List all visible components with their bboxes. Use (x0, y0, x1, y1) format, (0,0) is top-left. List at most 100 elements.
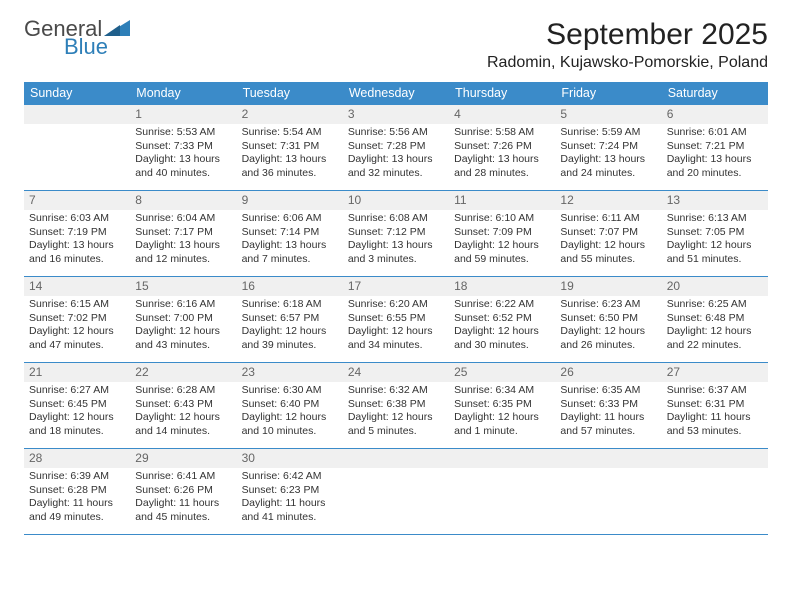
daylight-line: Daylight: 12 hours and 18 minutes. (29, 411, 125, 438)
day-number-bar (555, 449, 661, 468)
calendar-cell: 7Sunrise: 6:03 AMSunset: 7:19 PMDaylight… (24, 191, 130, 277)
sunset-line: Sunset: 6:35 PM (454, 398, 550, 411)
calendar-cell: 3Sunrise: 5:56 AMSunset: 7:28 PMDaylight… (343, 105, 449, 191)
daylight-line: Daylight: 13 hours and 36 minutes. (242, 153, 338, 180)
cell-body: Sunrise: 6:37 AMSunset: 6:31 PMDaylight:… (662, 382, 768, 442)
cell-body: Sunrise: 6:32 AMSunset: 6:38 PMDaylight:… (343, 382, 449, 442)
daylight-line: Daylight: 12 hours and 22 minutes. (667, 325, 763, 352)
day-number: 13 (662, 191, 768, 210)
daylight-line: Daylight: 12 hours and 43 minutes. (135, 325, 231, 352)
weekday-header: Monday (130, 82, 236, 105)
daylight-line: Daylight: 12 hours and 1 minute. (454, 411, 550, 438)
day-number: 22 (130, 363, 236, 382)
brand-line2: Blue (64, 36, 130, 58)
cell-body: Sunrise: 6:35 AMSunset: 6:33 PMDaylight:… (555, 382, 661, 442)
sunset-line: Sunset: 6:55 PM (348, 312, 444, 325)
sunrise-line: Sunrise: 5:53 AM (135, 126, 231, 139)
day-number: 11 (449, 191, 555, 210)
calendar-cell: 30Sunrise: 6:42 AMSunset: 6:23 PMDayligh… (237, 449, 343, 535)
daylight-line: Daylight: 13 hours and 16 minutes. (29, 239, 125, 266)
calendar-cell (449, 449, 555, 535)
daylight-line: Daylight: 12 hours and 55 minutes. (560, 239, 656, 266)
daylight-line: Daylight: 13 hours and 28 minutes. (454, 153, 550, 180)
sunrise-line: Sunrise: 6:37 AM (667, 384, 763, 397)
daylight-line: Daylight: 13 hours and 20 minutes. (667, 153, 763, 180)
cell-body: Sunrise: 6:03 AMSunset: 7:19 PMDaylight:… (24, 210, 130, 270)
calendar-cell (343, 449, 449, 535)
sunset-line: Sunset: 7:28 PM (348, 140, 444, 153)
sunset-line: Sunset: 6:31 PM (667, 398, 763, 411)
sunset-line: Sunset: 6:33 PM (560, 398, 656, 411)
sunrise-line: Sunrise: 6:13 AM (667, 212, 763, 225)
sunrise-line: Sunrise: 5:58 AM (454, 126, 550, 139)
day-number: 20 (662, 277, 768, 296)
day-number: 21 (24, 363, 130, 382)
calendar-cell (662, 449, 768, 535)
sunset-line: Sunset: 6:52 PM (454, 312, 550, 325)
cell-body: Sunrise: 6:27 AMSunset: 6:45 PMDaylight:… (24, 382, 130, 442)
cell-body: Sunrise: 5:59 AMSunset: 7:24 PMDaylight:… (555, 124, 661, 184)
cell-body: Sunrise: 6:23 AMSunset: 6:50 PMDaylight:… (555, 296, 661, 356)
day-number: 14 (24, 277, 130, 296)
topbar: General Blue September 2025 Radomin, Kuj… (24, 18, 768, 72)
cell-body: Sunrise: 6:11 AMSunset: 7:07 PMDaylight:… (555, 210, 661, 270)
daylight-line: Daylight: 13 hours and 12 minutes. (135, 239, 231, 266)
sunset-line: Sunset: 7:19 PM (29, 226, 125, 239)
sunset-line: Sunset: 6:50 PM (560, 312, 656, 325)
day-number: 2 (237, 105, 343, 124)
sunrise-line: Sunrise: 5:54 AM (242, 126, 338, 139)
calendar-week-row: 14Sunrise: 6:15 AMSunset: 7:02 PMDayligh… (24, 277, 768, 363)
sunrise-line: Sunrise: 6:34 AM (454, 384, 550, 397)
daylight-line: Daylight: 11 hours and 41 minutes. (242, 497, 338, 524)
day-number: 27 (662, 363, 768, 382)
daylight-line: Daylight: 11 hours and 49 minutes. (29, 497, 125, 524)
cell-body: Sunrise: 6:10 AMSunset: 7:09 PMDaylight:… (449, 210, 555, 270)
sunrise-line: Sunrise: 6:42 AM (242, 470, 338, 483)
weekday-header: Sunday (24, 82, 130, 105)
calendar-cell: 15Sunrise: 6:16 AMSunset: 7:00 PMDayligh… (130, 277, 236, 363)
sunrise-line: Sunrise: 6:30 AM (242, 384, 338, 397)
cell-body: Sunrise: 6:08 AMSunset: 7:12 PMDaylight:… (343, 210, 449, 270)
day-number: 30 (237, 449, 343, 468)
calendar-week-row: 1Sunrise: 5:53 AMSunset: 7:33 PMDaylight… (24, 105, 768, 191)
daylight-line: Daylight: 12 hours and 34 minutes. (348, 325, 444, 352)
daylight-line: Daylight: 12 hours and 14 minutes. (135, 411, 231, 438)
calendar-cell: 8Sunrise: 6:04 AMSunset: 7:17 PMDaylight… (130, 191, 236, 277)
daylight-line: Daylight: 12 hours and 5 minutes. (348, 411, 444, 438)
sunset-line: Sunset: 6:38 PM (348, 398, 444, 411)
calendar-week-row: 21Sunrise: 6:27 AMSunset: 6:45 PMDayligh… (24, 363, 768, 449)
sunset-line: Sunset: 6:45 PM (29, 398, 125, 411)
calendar-cell: 13Sunrise: 6:13 AMSunset: 7:05 PMDayligh… (662, 191, 768, 277)
sunset-line: Sunset: 7:31 PM (242, 140, 338, 153)
day-number: 29 (130, 449, 236, 468)
daylight-line: Daylight: 13 hours and 32 minutes. (348, 153, 444, 180)
calendar-cell: 2 Sunrise: 5:54 AMSunset: 7:31 PMDaylight… (237, 105, 343, 191)
day-number-bar (662, 449, 768, 468)
calendar-cell: 29Sunrise: 6:41 AMSunset: 6:26 PMDayligh… (130, 449, 236, 535)
cell-body: Sunrise: 6:04 AMSunset: 7:17 PMDaylight:… (130, 210, 236, 270)
cell-body: Sunrise: 6:01 AMSunset: 7:21 PMDaylight:… (662, 124, 768, 184)
daylight-line: Daylight: 11 hours and 53 minutes. (667, 411, 763, 438)
calendar-cell: 10Sunrise: 6:08 AMSunset: 7:12 PMDayligh… (343, 191, 449, 277)
weekday-header-row: Sunday Monday Tuesday Wednesday Thursday… (24, 82, 768, 105)
cell-body: Sunrise: 6:16 AMSunset: 7:00 PMDaylight:… (130, 296, 236, 356)
sunset-line: Sunset: 7:12 PM (348, 226, 444, 239)
daylight-line: Daylight: 12 hours and 39 minutes. (242, 325, 338, 352)
sunrise-line: Sunrise: 6:15 AM (29, 298, 125, 311)
calendar-cell: 4Sunrise: 5:58 AMSunset: 7:26 PMDaylight… (449, 105, 555, 191)
sunset-line: Sunset: 6:48 PM (667, 312, 763, 325)
weekday-header: Thursday (449, 82, 555, 105)
day-number-bar (343, 449, 449, 468)
day-number: 26 (555, 363, 661, 382)
sunrise-line: Sunrise: 6:28 AM (135, 384, 231, 397)
day-number: 28 (24, 449, 130, 468)
cell-body: Sunrise: 6:25 AMSunset: 6:48 PMDaylight:… (662, 296, 768, 356)
title-block: September 2025 Radomin, Kujawsko-Pomorsk… (487, 18, 768, 72)
cell-body: Sunrise: 6:34 AMSunset: 6:35 PMDaylight:… (449, 382, 555, 442)
daylight-line: Daylight: 12 hours and 59 minutes. (454, 239, 550, 266)
day-number: 9 (237, 191, 343, 210)
calendar-cell: 24Sunrise: 6:32 AMSunset: 6:38 PMDayligh… (343, 363, 449, 449)
cell-body: Sunrise: 5:58 AMSunset: 7:26 PMDaylight:… (449, 124, 555, 184)
day-number: 1 (130, 105, 236, 124)
sunrise-line: Sunrise: 5:59 AM (560, 126, 656, 139)
